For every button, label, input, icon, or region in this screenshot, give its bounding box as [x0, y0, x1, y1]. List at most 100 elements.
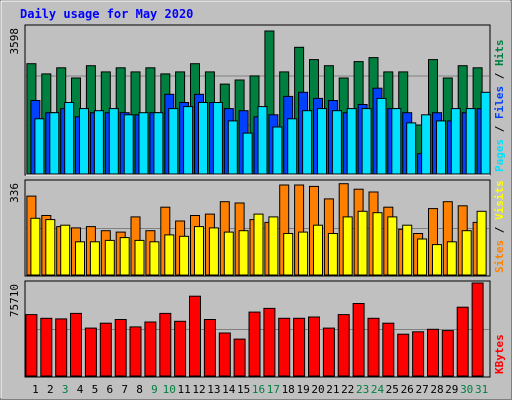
bar-pages-day-18 — [287, 118, 298, 175]
legend-entry-files: Files — [493, 86, 506, 119]
bar-visits-day-17 — [268, 216, 279, 276]
bar-kbytes-day-1 — [25, 314, 38, 377]
bar-visits-day-6 — [104, 239, 115, 276]
x-label-day-2: 2 — [47, 383, 54, 396]
bar-kbytes-day-10 — [159, 312, 172, 377]
bar-pages-day-6 — [108, 108, 119, 175]
bar-kbytes-day-3 — [55, 318, 68, 377]
legend-separator: / — [493, 220, 506, 240]
bar-kbytes-day-30 — [456, 306, 469, 377]
bar-kbytes-day-18 — [278, 317, 291, 377]
x-label-day-11: 11 — [177, 383, 190, 396]
legend-entry-sites: Sites — [493, 240, 506, 273]
x-label-day-18: 18 — [282, 383, 295, 396]
x-label-day-22: 22 — [341, 383, 354, 396]
x-label-day-30: 30 — [460, 383, 473, 396]
x-label-day-27: 27 — [415, 383, 428, 396]
bar-kbytes-day-24 — [367, 317, 380, 377]
bar-visits-day-19 — [298, 231, 309, 276]
x-label-day-17: 17 — [267, 383, 280, 396]
bar-visits-day-13 — [208, 227, 219, 276]
bar-visits-day-2 — [45, 219, 56, 276]
bar-visits-day-20 — [313, 224, 323, 276]
bar-pages-day-2 — [49, 112, 60, 175]
x-label-day-1: 1 — [32, 383, 39, 396]
bar-pages-day-22 — [346, 108, 357, 175]
x-label-day-24: 24 — [371, 383, 385, 396]
x-label-day-13: 13 — [207, 383, 220, 396]
bar-kbytes-day-27 — [412, 331, 425, 377]
legend-entry-hits: Hits — [493, 40, 506, 67]
bar-pages-day-25 — [391, 108, 402, 175]
x-label-day-23: 23 — [356, 383, 369, 396]
bar-visits-day-31 — [476, 210, 487, 276]
x-label-day-29: 29 — [445, 383, 458, 396]
x-label-day-12: 12 — [192, 383, 205, 396]
bar-pages-day-7 — [123, 114, 134, 175]
bar-visits-day-24 — [372, 212, 383, 276]
bar-visits-day-18 — [283, 233, 294, 276]
x-label-day-10: 10 — [163, 383, 176, 396]
x-label-day-16: 16 — [252, 383, 265, 396]
x-label-day-20: 20 — [311, 383, 324, 396]
bar-pages-day-28 — [436, 120, 446, 175]
bar-kbytes-day-19 — [293, 317, 306, 377]
bar-pages-day-11 — [183, 106, 194, 175]
bar-visits-day-10 — [164, 234, 175, 276]
legend-visits-sites: Sites / Visits — [493, 180, 506, 273]
bar-kbytes-day-17 — [263, 307, 276, 377]
bar-visits-day-11 — [179, 235, 190, 276]
bar-kbytes-day-11 — [174, 320, 187, 377]
x-label-day-7: 7 — [121, 383, 128, 396]
bar-pages-day-12 — [198, 102, 208, 175]
bar-kbytes-day-9 — [144, 321, 157, 377]
chart-title: Daily usage for May 2020 — [20, 7, 193, 21]
bar-pages-day-8 — [138, 112, 149, 175]
bar-pages-day-16 — [257, 106, 268, 175]
x-label-day-6: 6 — [106, 383, 113, 396]
bar-pages-day-17 — [272, 126, 283, 175]
bar-pages-day-23 — [361, 108, 372, 175]
bar-pages-day-21 — [331, 110, 342, 175]
bar-pages-day-14 — [227, 120, 238, 175]
bar-visits-day-5 — [89, 241, 100, 276]
bar-visits-day-26 — [402, 224, 413, 276]
legend-entry-kbytes: KBytes — [493, 334, 506, 374]
bar-pages-day-31 — [480, 91, 491, 175]
bar-visits-day-7 — [119, 237, 130, 276]
bar-pages-day-30 — [465, 108, 476, 175]
bar-kbytes-day-13 — [203, 319, 216, 377]
legend-entry-visits: Visits — [493, 180, 506, 220]
panel-hits-files-pages-max-label: 3598 — [8, 28, 21, 55]
bar-kbytes-day-6 — [99, 322, 112, 377]
bar-pages-day-20 — [317, 108, 327, 175]
x-axis-day-labels: 1 2 3 4 5 6 7 8 9 10 11 12 13 14 15 16 17 18 19 20 21 22 23 24 2… — [32, 383, 488, 396]
legend-hits-files-pages: Pages / Files / Hits — [493, 40, 506, 173]
bar-visits-day-21 — [327, 233, 338, 276]
bar-visits-day-4 — [75, 241, 85, 276]
bar-visits-day-29 — [446, 241, 457, 276]
panel-visits-sites-max-label: 336 — [8, 183, 21, 203]
bar-pages-day-4 — [79, 108, 89, 175]
bar-kbytes-day-15 — [233, 338, 246, 377]
bar-visits-day-30 — [461, 230, 472, 276]
x-label-day-4: 4 — [77, 383, 84, 396]
bar-pages-day-26 — [406, 122, 417, 175]
legend-separator: / — [493, 66, 506, 86]
x-label-day-14: 14 — [222, 383, 236, 396]
bar-visits-day-22 — [342, 216, 353, 276]
x-label-day-21: 21 — [326, 383, 339, 396]
x-label-day-15: 15 — [237, 383, 250, 396]
bar-kbytes-day-31 — [471, 282, 484, 377]
bars — [25, 30, 491, 377]
bar-kbytes-day-12 — [189, 295, 201, 377]
bar-pages-day-9 — [153, 112, 164, 175]
legend-kbytes: KBytes — [493, 334, 506, 374]
bar-pages-day-19 — [302, 110, 313, 175]
bar-kbytes-day-2 — [40, 317, 53, 377]
x-label-day-19: 19 — [296, 383, 309, 396]
bar-kbytes-day-26 — [397, 333, 410, 377]
bar-pages-day-24 — [376, 97, 387, 175]
